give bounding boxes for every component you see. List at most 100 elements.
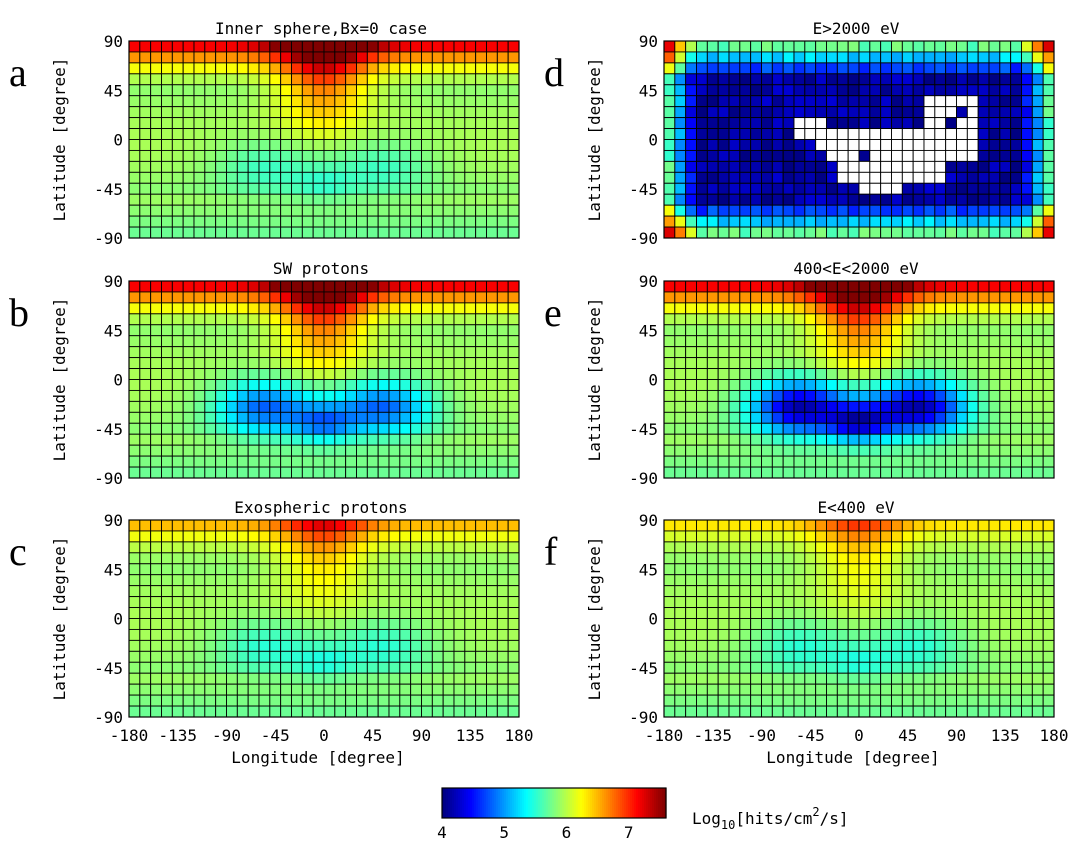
heatmap-cell xyxy=(226,466,238,479)
heatmap-cell xyxy=(793,596,806,608)
heatmap-cell xyxy=(226,171,238,184)
heatmap-cell xyxy=(236,40,249,53)
heatmap-cell xyxy=(880,683,892,696)
heatmap-cell xyxy=(139,182,152,195)
heatmap-cell xyxy=(139,705,152,718)
heatmap-cell xyxy=(323,455,336,468)
heatmap-cell xyxy=(1031,313,1044,326)
heatmap-cell xyxy=(739,400,752,413)
heatmap-cell xyxy=(247,160,260,173)
heatmap-cell xyxy=(1042,596,1055,608)
heatmap-cell xyxy=(442,607,455,619)
heatmap-cell xyxy=(334,160,347,173)
x-axis-label: Longitude [degree] xyxy=(231,748,404,767)
heatmap-cell xyxy=(880,128,892,140)
heatmap-cell xyxy=(977,226,990,239)
heatmap-cell xyxy=(1021,455,1033,468)
heatmap-cell xyxy=(453,280,466,293)
heatmap-cell xyxy=(826,455,838,468)
heatmap-cell xyxy=(410,324,422,337)
heatmap-cell xyxy=(247,607,260,619)
heatmap-cell xyxy=(280,149,292,162)
heatmap-cell xyxy=(977,139,990,151)
heatmap-cell xyxy=(1031,400,1044,413)
heatmap-cell xyxy=(685,694,697,707)
heatmap-cell xyxy=(923,433,936,446)
heatmap-cell xyxy=(161,215,173,228)
heatmap-cell xyxy=(663,389,676,402)
heatmap-cell xyxy=(891,324,903,337)
heatmap-cell xyxy=(826,204,838,217)
heatmap-cell xyxy=(442,585,455,598)
heatmap-cell xyxy=(312,400,325,413)
heatmap-cell xyxy=(728,357,741,369)
heatmap-cell xyxy=(421,683,433,696)
heatmap-cell xyxy=(356,574,368,587)
heatmap-cell xyxy=(258,563,271,576)
heatmap-cell xyxy=(1010,73,1022,86)
heatmap-cell xyxy=(728,149,741,162)
heatmap-cell xyxy=(507,519,520,532)
heatmap-cell xyxy=(226,650,238,663)
heatmap-cell xyxy=(356,280,368,293)
colorbar-swatch xyxy=(620,788,623,818)
heatmap-cell xyxy=(923,193,936,206)
heatmap-cell xyxy=(334,128,347,140)
heatmap-cell xyxy=(901,389,914,402)
heatmap-cell xyxy=(486,455,498,468)
heatmap-cell xyxy=(269,444,282,457)
heatmap-cell xyxy=(891,139,903,151)
heatmap-cell xyxy=(410,466,422,479)
heatmap-cell xyxy=(761,563,773,576)
heatmap-cell xyxy=(236,291,249,304)
heatmap-cell xyxy=(717,618,730,630)
heatmap-cell xyxy=(793,128,806,140)
heatmap-cell xyxy=(171,683,184,696)
heatmap-cell xyxy=(301,291,314,304)
heatmap-cell xyxy=(475,117,487,130)
heatmap-cell xyxy=(1021,541,1033,554)
heatmap-cell xyxy=(323,466,336,479)
heatmap-cell xyxy=(706,160,719,173)
heatmap-cell xyxy=(706,357,719,369)
heatmap-cell xyxy=(815,661,827,674)
heatmap-cell xyxy=(442,639,455,652)
heatmap-cell xyxy=(193,400,206,413)
heatmap-cell xyxy=(161,411,173,424)
heatmap-cell xyxy=(226,661,238,674)
y-tick-label: 0 xyxy=(113,371,123,390)
heatmap-cell xyxy=(345,193,357,206)
heatmap-cell xyxy=(247,171,260,184)
heatmap-cell xyxy=(475,661,487,674)
heatmap-cell xyxy=(291,313,303,326)
heatmap-cell xyxy=(663,672,676,685)
heatmap-cell xyxy=(988,139,1001,151)
heatmap-cell xyxy=(193,683,206,696)
heatmap-cell xyxy=(782,106,795,119)
heatmap-cell xyxy=(280,357,292,369)
heatmap-cell xyxy=(171,193,184,206)
heatmap-cell xyxy=(388,62,401,75)
heatmap-cell xyxy=(815,618,827,630)
x-tick-label: 135 xyxy=(456,726,485,745)
heatmap-cell xyxy=(410,335,422,348)
heatmap-cell xyxy=(226,563,238,576)
heatmap-cell xyxy=(291,302,303,315)
heatmap-cell xyxy=(826,694,838,707)
heatmap-cell xyxy=(901,379,914,391)
heatmap-cell xyxy=(486,346,498,359)
heatmap-cell xyxy=(269,466,282,479)
heatmap-cell xyxy=(345,95,357,108)
heatmap-cell xyxy=(388,302,401,315)
heatmap-cell xyxy=(258,204,271,217)
heatmap-cell xyxy=(388,628,401,641)
heatmap-cell xyxy=(696,607,708,619)
heatmap-cell xyxy=(988,541,1001,554)
heatmap-cell xyxy=(793,346,806,359)
heatmap-cell xyxy=(507,433,520,446)
heatmap-cell xyxy=(706,552,719,565)
heatmap-cell xyxy=(858,182,871,195)
heatmap-cell xyxy=(1021,357,1033,369)
heatmap-cell xyxy=(945,683,957,696)
heatmap-cell xyxy=(139,596,152,608)
